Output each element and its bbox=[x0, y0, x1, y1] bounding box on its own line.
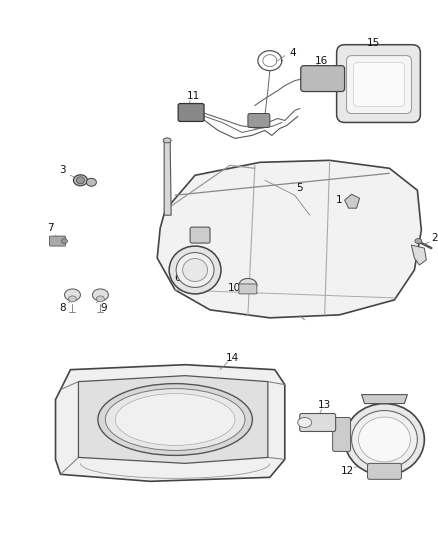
Ellipse shape bbox=[86, 178, 96, 186]
FancyBboxPatch shape bbox=[332, 417, 350, 451]
Text: 9: 9 bbox=[100, 303, 107, 313]
Polygon shape bbox=[345, 194, 360, 208]
Text: 13: 13 bbox=[318, 400, 331, 409]
Ellipse shape bbox=[239, 278, 257, 292]
FancyBboxPatch shape bbox=[367, 463, 401, 479]
Ellipse shape bbox=[298, 417, 312, 427]
FancyBboxPatch shape bbox=[300, 414, 336, 432]
Text: 8: 8 bbox=[59, 303, 66, 313]
Ellipse shape bbox=[345, 403, 424, 475]
Polygon shape bbox=[78, 376, 268, 463]
Ellipse shape bbox=[77, 177, 85, 184]
FancyBboxPatch shape bbox=[239, 284, 257, 294]
Text: 12: 12 bbox=[341, 466, 354, 477]
Ellipse shape bbox=[96, 296, 104, 302]
FancyBboxPatch shape bbox=[178, 103, 204, 122]
Polygon shape bbox=[164, 140, 171, 215]
Ellipse shape bbox=[64, 289, 81, 301]
Ellipse shape bbox=[176, 253, 214, 287]
FancyBboxPatch shape bbox=[301, 66, 345, 92]
FancyBboxPatch shape bbox=[337, 45, 420, 123]
FancyBboxPatch shape bbox=[248, 114, 270, 127]
Text: 6: 6 bbox=[174, 273, 180, 283]
Ellipse shape bbox=[163, 138, 171, 143]
FancyBboxPatch shape bbox=[353, 63, 404, 107]
FancyBboxPatch shape bbox=[49, 236, 66, 246]
Text: 11: 11 bbox=[187, 91, 200, 101]
Polygon shape bbox=[56, 365, 285, 481]
Ellipse shape bbox=[115, 393, 235, 446]
Text: 14: 14 bbox=[225, 353, 239, 363]
Text: 2: 2 bbox=[431, 233, 438, 243]
FancyBboxPatch shape bbox=[346, 55, 411, 114]
Ellipse shape bbox=[352, 410, 417, 469]
Text: 10: 10 bbox=[227, 283, 240, 293]
Ellipse shape bbox=[415, 239, 422, 244]
Text: 7: 7 bbox=[47, 223, 54, 233]
Polygon shape bbox=[411, 245, 426, 265]
Text: 1: 1 bbox=[336, 195, 343, 205]
Ellipse shape bbox=[68, 296, 77, 302]
FancyBboxPatch shape bbox=[190, 227, 210, 243]
Ellipse shape bbox=[74, 175, 88, 186]
Text: 5: 5 bbox=[297, 183, 303, 193]
Text: 15: 15 bbox=[367, 38, 380, 48]
Polygon shape bbox=[157, 160, 421, 318]
Text: 4: 4 bbox=[290, 47, 296, 58]
Ellipse shape bbox=[183, 259, 208, 281]
Ellipse shape bbox=[169, 246, 221, 294]
Ellipse shape bbox=[359, 417, 410, 462]
Ellipse shape bbox=[61, 239, 67, 244]
Polygon shape bbox=[361, 394, 407, 403]
Ellipse shape bbox=[92, 289, 108, 301]
Text: 3: 3 bbox=[59, 165, 66, 175]
Ellipse shape bbox=[98, 384, 252, 455]
Text: 16: 16 bbox=[315, 55, 328, 66]
Ellipse shape bbox=[106, 389, 245, 450]
